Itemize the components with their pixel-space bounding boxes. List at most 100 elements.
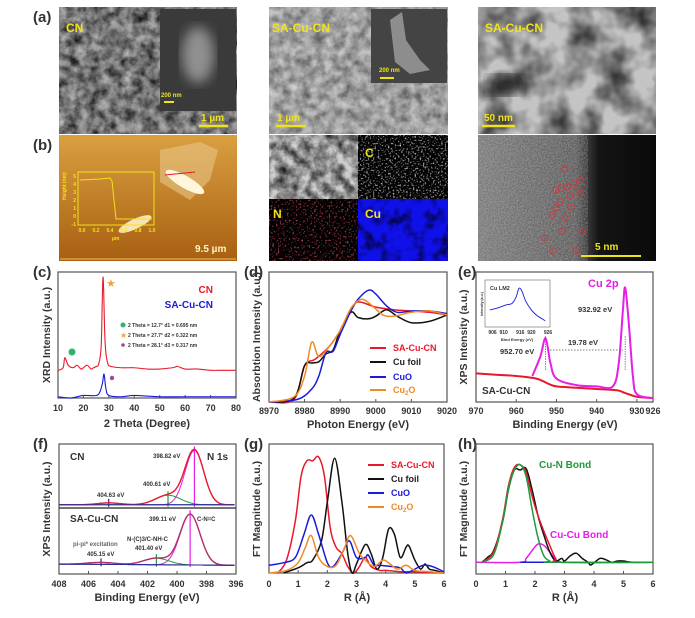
panel-label-h: (h) xyxy=(458,436,477,453)
eds-label-cu: Cu xyxy=(365,207,381,221)
peak-marker-dot xyxy=(109,375,115,381)
inset-series-cu-lm2 xyxy=(489,287,546,322)
baseline xyxy=(58,563,235,566)
peak-assignment: N-(C)3/C-NH-C xyxy=(127,537,169,543)
legend-marker-dot xyxy=(121,343,125,347)
scale-label: 50 nm xyxy=(484,113,513,124)
legend-label: SA-Cu-CN xyxy=(391,460,435,470)
single-atom-circle xyxy=(548,211,556,219)
annotation-d1: 2 Theta = 12.7° d1 = 0.695 nm xyxy=(128,323,198,329)
legend-label: Cu2O xyxy=(391,502,413,514)
x-tick-label: 5 xyxy=(621,579,626,589)
series-cn xyxy=(57,276,236,371)
inset-y-tick-label: 4 xyxy=(73,182,76,188)
panel-label-g: (g) xyxy=(244,436,263,453)
hrtem-image: 5 nm xyxy=(478,135,656,261)
single-atom-circle xyxy=(556,198,564,206)
legend-label: Cu foil xyxy=(393,357,421,367)
series-sa-cu-cn xyxy=(57,373,236,399)
inset-x-tick-label: 0.2 xyxy=(93,228,100,234)
label-sample-e: SA-Cu-CN xyxy=(482,386,530,397)
series-cu2o xyxy=(268,298,448,403)
x-tick-label: 398 xyxy=(199,579,214,589)
peak-label: 398.82 eV xyxy=(153,454,180,460)
x-tick-label: 40 xyxy=(129,403,139,413)
yaxis-title-g: FT Magnitude (a.u.) xyxy=(251,461,263,557)
xaxis-title-d: Photon Energy (eV) xyxy=(307,419,409,431)
inset-x-tick-label: 0.8 xyxy=(135,228,142,234)
legend-sa-cu-cn: SA-Cu-CN xyxy=(165,300,213,311)
panel-label-a: (a) xyxy=(33,9,51,26)
panel-label-d: (d) xyxy=(244,264,263,281)
xaxis-title-h: R (Å) xyxy=(552,591,579,604)
x-tick-label: 930 xyxy=(629,406,644,416)
single-atom-circle xyxy=(552,186,560,194)
legend-label: CuO xyxy=(391,488,410,498)
series-sa-cu-cn xyxy=(475,372,654,400)
peak-marker-circle xyxy=(68,348,76,356)
inset-y-tick-label: -1 xyxy=(72,222,77,228)
peak-label: 405.15 eV xyxy=(87,552,114,558)
x-tick-label: 970 xyxy=(468,406,483,416)
panel-label-c: (c) xyxy=(33,264,51,281)
inset-y-tick-label: 3 xyxy=(73,190,76,196)
series-cu-2p xyxy=(531,286,654,400)
yaxis-title-h: FT Magnitude (a.u.) xyxy=(458,461,470,557)
inset-scale-label: 200 nm xyxy=(379,68,400,74)
sem-image-sa-cu-cn: SA-Cu-CN 200 nm 1 µm xyxy=(269,7,448,134)
single-atom-circle xyxy=(558,227,566,235)
single-atom-circle xyxy=(578,228,586,236)
annotation-d3: 2 Theta = 28.1° d3 = 0.317 nm xyxy=(128,343,198,349)
peak-label: 404.63 eV xyxy=(97,493,124,499)
x-tick-label: 20 xyxy=(78,403,88,413)
single-atom-circle xyxy=(541,234,549,242)
x-tick-label: 9000 xyxy=(366,406,386,416)
scale-label: 1 µm xyxy=(201,113,224,124)
x-tick-label: 950 xyxy=(549,406,564,416)
legend-marker-circle xyxy=(120,322,126,328)
profile-arrow xyxy=(164,171,196,176)
xaxis-title-c: 2 Theta (Degree) xyxy=(104,418,191,430)
plot-frame xyxy=(58,443,237,575)
chart-panel-h: 0 1 2 3 4 5 6 xyxy=(473,443,656,589)
inset-y-tick-label: 2 xyxy=(73,198,76,204)
single-atom-circle xyxy=(552,204,560,212)
x-tick-label: 960 xyxy=(509,406,524,416)
label-sa-cu-cn-f: SA-Cu-CN xyxy=(70,514,118,525)
inset-ylabel: Height (nm) xyxy=(62,172,68,200)
single-atom-markers xyxy=(541,165,586,255)
label-cu-2p: Cu 2p xyxy=(588,278,619,290)
series-data xyxy=(481,466,654,566)
inset-xlabel: Bind Energy (eV) xyxy=(501,337,534,342)
x-tick-label: 4 xyxy=(591,579,596,589)
cu-lm2-inset xyxy=(484,279,551,328)
inset-x-tick-label: 0.0 xyxy=(79,228,86,234)
x-tick-label: 2 xyxy=(325,579,330,589)
yaxis-title-d: Absorbtion Intensity (a.u.) xyxy=(251,272,263,402)
x-tick-label: 50 xyxy=(155,403,165,413)
inset-x-tick-label: 0.6 xyxy=(121,228,128,234)
x-tick-label: 8990 xyxy=(330,406,350,416)
x-tick-label: 940 xyxy=(589,406,604,416)
image-label-tem: SA-Cu-CN xyxy=(485,21,543,35)
x-tick-label: 70 xyxy=(206,403,216,413)
xaxis-title-g: R (Å) xyxy=(344,591,371,604)
legend-label: Cu2O xyxy=(393,385,415,397)
eds-label-n: N xyxy=(273,207,282,221)
x-tick-label: 1 xyxy=(296,579,301,589)
series-cu-foil xyxy=(283,457,445,575)
single-atom-circle xyxy=(566,192,574,200)
peak-label: 399.11 eV xyxy=(149,517,176,523)
x-tick-label: 4 xyxy=(383,579,388,589)
x-tick-label: 406 xyxy=(81,579,96,589)
label-cu-cu-bond: Cu-Cu Bond xyxy=(550,530,608,541)
legend-cn: CN xyxy=(199,285,213,296)
panel-label-f: (f) xyxy=(33,436,48,453)
yaxis-title-c: XRD Intensity (a.u.) xyxy=(41,287,53,383)
x-tick-label: 80 xyxy=(231,403,241,413)
single-atom-circle xyxy=(561,214,569,222)
inset-scale-label: 200 nm xyxy=(161,93,182,99)
x-tick-label: 8970 xyxy=(259,406,279,416)
